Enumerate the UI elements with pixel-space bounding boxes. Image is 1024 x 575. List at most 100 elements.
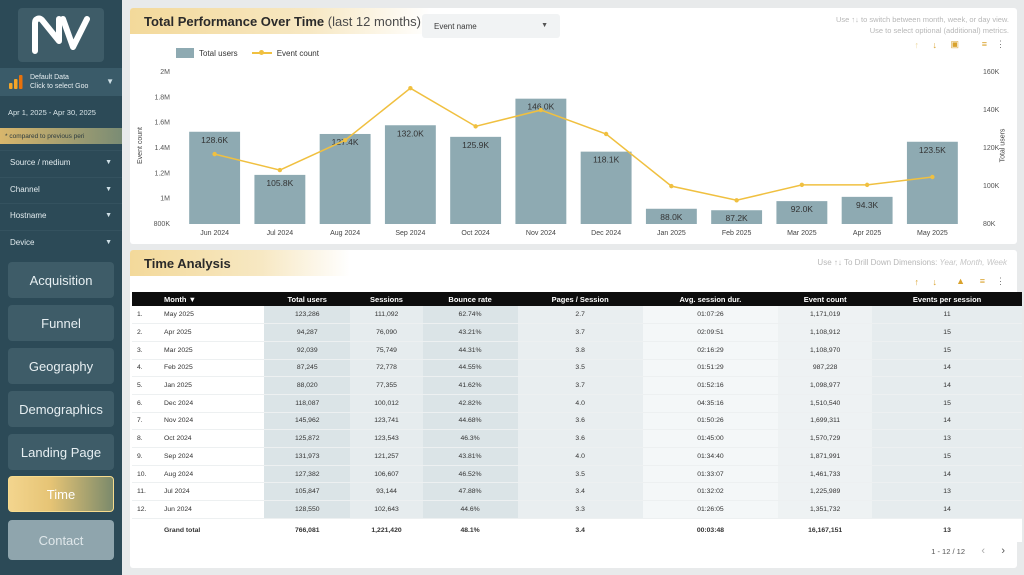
x-axis-tick: May 2025 [917, 230, 948, 237]
nav-acquisition[interactable]: Acquisition [8, 262, 114, 298]
event-count-line [214, 87, 933, 202]
table-cell: Sep 2024 [156, 447, 264, 466]
row-index: 4. [132, 359, 156, 378]
next-page-icon[interactable]: › [1001, 545, 1005, 557]
col-bounce-rate[interactable]: Bounce rate [422, 292, 518, 306]
table-row[interactable]: 4. Feb 2025 87,245 72,778 44.55% 3.5 01:51:29 9… [132, 359, 1022, 378]
arrow-up-icon[interactable]: ↑ [914, 277, 920, 287]
table-cell: 1,699,311 [778, 412, 873, 431]
table-cell: 14 [872, 412, 1022, 431]
table-cell: 93,144 [350, 482, 423, 502]
table-cell: 72,778 [350, 359, 423, 378]
date-range-picker[interactable]: Apr 1, 2025 - Apr 30, 2025 [8, 107, 96, 117]
total-cell: 1,221,420 [350, 518, 423, 543]
table-cell: Mar 2025 [156, 341, 264, 360]
filter-device[interactable]: Device ▼ [0, 230, 122, 254]
col-month[interactable]: Month ▼ [156, 292, 264, 306]
col-avg-session[interactable]: Avg. session dur. [642, 292, 779, 306]
panel-title: Total Performance Over Time (last 12 mon… [144, 14, 421, 29]
data-source-selector[interactable]: Default Data Click to select Goo ▼ [0, 68, 122, 96]
drill-down-hint: Use ↑↓ To Drill Down Dimensions: Year, M… [817, 258, 1007, 267]
col-total-users[interactable]: Total users [264, 292, 351, 306]
col-events-per-session[interactable]: Events per session [872, 292, 1022, 306]
x-axis-tick: Apr 2025 [853, 230, 882, 237]
table-cell: 3.8 [517, 341, 643, 360]
table-row[interactable]: 6. Dec 2024 118,087 100,012 42.82% 4.0 04:35:1… [132, 394, 1022, 413]
table-row[interactable]: 3. Mar 2025 92,039 75,749 44.31% 3.8 02:16:29 1… [132, 341, 1022, 360]
table-cell: Aug 2024 [156, 465, 264, 484]
table-cell: 3.5 [517, 465, 643, 484]
table-cell: 42.82% [422, 394, 518, 413]
panel-title-bar [130, 250, 350, 276]
arrow-down-icon[interactable]: ↓ [932, 40, 938, 50]
more-options-icon[interactable]: ⋮ [996, 39, 1005, 49]
table-cell: 13 [872, 482, 1022, 502]
table-cell: 1,108,970 [778, 341, 873, 360]
bar-jan-2025 [645, 208, 697, 224]
prev-page-icon[interactable]: ‹ [981, 545, 985, 557]
nav-funnel[interactable]: Funnel [8, 305, 114, 341]
metric-select-icon[interactable]: ▣ [950, 39, 959, 49]
col-sessions[interactable]: Sessions [350, 292, 423, 306]
table-row[interactable]: 11. Jul 2024 105,847 93,144 47.88% 3.4 01:32:0… [132, 482, 1022, 502]
table-cell: 1,461,733 [778, 465, 873, 484]
table-row[interactable]: 2. Apr 2025 94,287 76,090 43.21% 3.7 02:09:51 1… [132, 323, 1022, 342]
performance-chart: 2M 1.8M 1.6M 1.4M 1.2M 1M 800K 160K 140K 120K 100K… [154, 69, 1000, 237]
table-row[interactable]: 7. Nov 2024 145,962 123,741 44.68% 3.6 01:50:2… [132, 412, 1022, 431]
filter-label: Source / medium [10, 158, 71, 167]
arrow-up-icon[interactable]: ↑ [914, 40, 920, 50]
table-cell: Jun 2024 [156, 500, 264, 519]
nav-time[interactable]: Time [8, 476, 114, 512]
comparison-note: * compared to previous peri [0, 128, 122, 144]
bar-data-label: 118.1K [593, 155, 620, 165]
table-cell: 46.3% [422, 429, 518, 448]
left-axis-tick: 1.2M [154, 170, 170, 177]
table-cell: 3.6 [517, 429, 643, 448]
table-cell: Nov 2024 [156, 412, 264, 431]
table-cell: 01:26:05 [642, 500, 779, 519]
table-cell: 04:35:16 [642, 394, 779, 413]
dropdown-value: Event name [434, 21, 477, 31]
filter-channel[interactable]: Channel ▼ [0, 177, 122, 201]
filter-source-medium[interactable]: Source / medium ▼ [0, 150, 122, 174]
sort-desc-icon: ▼ [188, 294, 197, 304]
filter-icon[interactable]: ≡ [981, 39, 987, 49]
event-count-point-mar-2025 [799, 182, 805, 188]
bar-mar-2025 [776, 201, 828, 224]
table-cell: 88,020 [264, 376, 351, 395]
table-cell: 02:16:29 [642, 341, 779, 360]
chevron-down-icon: ▼ [105, 239, 112, 246]
nav-contact[interactable]: Contact [8, 520, 114, 560]
table-row[interactable]: 1. May 2025 123,286 111,092 62.74% 2.7 01:07:2… [132, 306, 1022, 325]
filter-hostname[interactable]: Hostname ▼ [0, 203, 122, 227]
event-count-point-feb-2025 [734, 198, 739, 203]
table-cell: 01:32:02 [642, 482, 779, 502]
warning-icon[interactable]: ▲ [956, 276, 965, 286]
filter-icon[interactable]: ≡ [979, 276, 985, 286]
table-cell: Dec 2024 [156, 394, 264, 413]
total-cell: 16,167,151 [778, 518, 873, 543]
table-row[interactable]: 12. Jun 2024 128,550 102,643 44.6% 3.3 01:26:0… [132, 500, 1022, 519]
col-pages-session[interactable]: Pages / Session [517, 292, 643, 306]
more-options-icon[interactable]: ⋮ [996, 276, 1005, 286]
nav-demographics[interactable]: Demographics [8, 391, 114, 427]
chart-title: Total Performance Over Time [144, 14, 325, 29]
bar-jul-2024 [254, 174, 306, 224]
table-row[interactable]: 5. Jan 2025 88,020 77,355 41.62% 3.7 01:52:16 1… [132, 376, 1022, 395]
row-index: 1. [132, 306, 156, 325]
table-cell: 123,543 [350, 429, 423, 448]
table-cell: 3.5 [517, 359, 643, 378]
right-axis-tick: 100K [983, 183, 1000, 190]
table-row[interactable]: 9. Sep 2024 131,973 121,257 43.81% 4.0 01:34:4… [132, 447, 1022, 466]
nav-landing-page[interactable]: Landing Page [8, 434, 114, 470]
legend-swatch-users [176, 48, 194, 58]
arrow-down-icon[interactable]: ↓ [932, 277, 938, 287]
table-row[interactable]: 10. Aug 2024 127,382 106,607 46.52% 3.5 01:33:… [132, 465, 1022, 484]
col-event-count[interactable]: Event count [778, 292, 873, 306]
table-cell: 01:45:00 [642, 429, 779, 448]
nav-geography[interactable]: Geography [8, 348, 114, 384]
row-index: 7. [132, 412, 156, 431]
event-name-dropdown[interactable]: Event name ▼ [422, 14, 560, 38]
event-count-point-jun-2024 [212, 151, 217, 157]
table-row[interactable]: 8. Oct 2024 125,872 123,543 46.3% 3.6 01:45:00… [132, 429, 1022, 448]
